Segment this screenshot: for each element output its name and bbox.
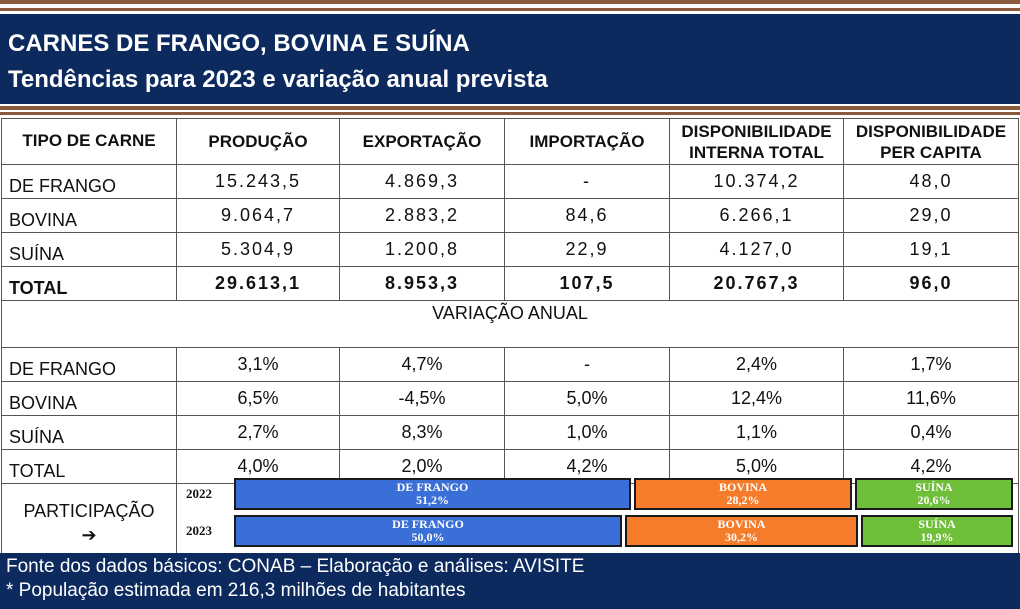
- table-row: DE FRANGO 3,1% 4,7% - 2,4% 1,7%: [1, 347, 1019, 382]
- cell-exportacao: 4,7%: [339, 347, 505, 382]
- cell-importacao: 1,0%: [504, 415, 670, 450]
- cell-exportacao: 8.953,3: [339, 266, 505, 301]
- arrow-right-icon: ➔: [81, 525, 97, 545]
- meat-table: TIPO DE CARNE PRODUÇÃO EXPORTAÇÃO IMPORT…: [1, 118, 1019, 563]
- row-label: SUÍNA: [1, 415, 177, 450]
- top-border-line: [0, 0, 1020, 4]
- bar-segment-pct: 30,2%: [725, 530, 758, 544]
- top-border-line-2: [0, 8, 1020, 11]
- cell-per-capita: 96,0: [843, 266, 1019, 301]
- footer-source: Fonte dos dados básicos: CONAB – Elabora…: [6, 556, 585, 577]
- row-label: TOTAL: [1, 266, 177, 301]
- participacao-label-cell: PARTICIPAÇÃO ➔: [1, 483, 177, 563]
- cell-disp-total: 6.266,1: [669, 198, 844, 233]
- header-border-line: [0, 106, 1020, 110]
- row-label: BOVINA: [1, 198, 177, 233]
- cell-producao: 29.613,1: [176, 266, 340, 301]
- cell-producao: 6,5%: [176, 381, 340, 416]
- cell-disp-total: 4.127,0: [669, 232, 844, 267]
- header-border-line-2: [0, 112, 1020, 115]
- table-row: BOVINA 6,5% -4,5% 5,0% 12,4% 11,6%: [1, 381, 1019, 416]
- cell-per-capita: 19,1: [843, 232, 1019, 267]
- year-label-2022: 2022: [186, 486, 212, 501]
- footer: Fonte dos dados básicos: CONAB – Elabora…: [0, 553, 1020, 609]
- variacao-title: VARIAÇÃO ANUAL: [1, 300, 1019, 348]
- col-header-disp-total-line2: INTERNA TOTAL: [689, 142, 824, 162]
- col-header-per-capita-line2: PER CAPITA: [880, 142, 982, 162]
- bar-segment-pct: 51,2%: [416, 493, 449, 507]
- row-label: DE FRANGO: [1, 347, 177, 382]
- bar-segment-name: SUÍNA: [915, 480, 953, 494]
- col-header-disp-total-line1: DISPONIBILIDADE: [681, 121, 832, 141]
- row-label: DE FRANGO: [1, 164, 177, 199]
- cell-importacao: -: [504, 347, 670, 382]
- cell-producao: 9.064,7: [176, 198, 340, 233]
- cell-exportacao: 4.869,3: [339, 164, 505, 199]
- cell-importacao: 22,9: [504, 232, 670, 267]
- page-subtitle: Tendências para 2023 e variação anual pr…: [8, 66, 548, 93]
- bar-segment-frango-2023: DE FRANGO 50,0%: [234, 515, 622, 547]
- table-row: BOVINA 9.064,7 2.883,2 84,6 6.266,1 29,0: [1, 198, 1019, 233]
- cell-importacao: 84,6: [504, 198, 670, 233]
- cell-disp-total: 2,4%: [669, 347, 844, 382]
- cell-per-capita: 0,4%: [843, 415, 1019, 450]
- col-header-importacao: IMPORTAÇÃO: [504, 118, 670, 165]
- table-row: SUÍNA 5.304,9 1.200,8 22,9 4.127,0 19,1: [1, 232, 1019, 267]
- cell-disp-total: 1,1%: [669, 415, 844, 450]
- table-row-total: TOTAL 29.613,1 8.953,3 107,5 20.767,3 96…: [1, 266, 1019, 301]
- bar-segment-suina-2022: SUÍNA 20,6%: [855, 478, 1013, 510]
- bar-segment-suina-2023: SUÍNA 19,9%: [861, 515, 1013, 547]
- participacao-label: PARTICIPAÇÃO: [23, 501, 155, 521]
- cell-per-capita: 11,6%: [843, 381, 1019, 416]
- title-banner: CARNES DE FRANGO, BOVINA E SUÍNA Tendênc…: [0, 14, 1020, 104]
- cell-exportacao: 2.883,2: [339, 198, 505, 233]
- col-header-per-capita-line1: DISPONIBILIDADE: [855, 121, 1007, 141]
- bar-segment-name: DE FRANGO: [396, 480, 469, 494]
- bar-segment-pct: 50,0%: [411, 530, 445, 544]
- cell-exportacao: 1.200,8: [339, 232, 505, 267]
- bar-segment-pct: 28,2%: [726, 493, 760, 507]
- footer-note: * População estimada em 216,3 milhões de…: [6, 580, 466, 601]
- row-label: BOVINA: [1, 381, 177, 416]
- bar-segment-bovina-2023: BOVINA 30,2%: [625, 515, 858, 547]
- cell-disp-total: 20.767,3: [669, 266, 844, 301]
- bar-segment-name: DE FRANGO: [392, 517, 464, 531]
- col-header-disp-total: DISPONIBILIDADE INTERNA TOTAL: [669, 118, 844, 165]
- participacao-bars: 2022 2023 DE FRANGO 51,2% BOVINA 28,2% SUÍNA…: [176, 476, 1018, 550]
- cell-per-capita: 48,0: [843, 164, 1019, 199]
- row-label: SUÍNA: [1, 232, 177, 267]
- cell-importacao: 5,0%: [504, 381, 670, 416]
- cell-producao: 2,7%: [176, 415, 340, 450]
- variacao-title-row: VARIAÇÃO ANUAL: [1, 300, 1019, 348]
- bar-segment-bovina-2022: BOVINA 28,2%: [634, 478, 852, 510]
- row-label: TOTAL: [1, 449, 177, 484]
- cell-producao: 15.243,5: [176, 164, 340, 199]
- col-header-exportacao: EXPORTAÇÃO: [339, 118, 505, 165]
- cell-importacao: -: [504, 164, 670, 199]
- table-row: DE FRANGO 15.243,5 4.869,3 - 10.374,2 48…: [1, 164, 1019, 199]
- cell-disp-total: 12,4%: [669, 381, 844, 416]
- page-title: CARNES DE FRANGO, BOVINA E SUÍNA: [8, 30, 470, 57]
- bar-segment-frango-2022: DE FRANGO 51,2%: [234, 478, 631, 510]
- col-header-producao: PRODUÇÃO: [176, 118, 340, 165]
- bar-segment-name: SUÍNA: [918, 517, 956, 531]
- bar-segment-name: BOVINA: [717, 517, 766, 531]
- bar-segment-name: BOVINA: [718, 480, 767, 494]
- table-header-row: TIPO DE CARNE PRODUÇÃO EXPORTAÇÃO IMPORT…: [1, 118, 1019, 165]
- cell-disp-total: 10.374,2: [669, 164, 844, 199]
- bar-segment-pct: 20,6%: [917, 493, 951, 507]
- year-label-2023: 2023: [186, 523, 212, 538]
- cell-exportacao-negative: -4,5%: [339, 381, 505, 416]
- cell-per-capita: 1,7%: [843, 347, 1019, 382]
- cell-producao: 3,1%: [176, 347, 340, 382]
- bar-segment-pct: 19,9%: [920, 530, 954, 544]
- cell-producao: 5.304,9: [176, 232, 340, 267]
- cell-per-capita: 29,0: [843, 198, 1019, 233]
- cell-exportacao: 8,3%: [339, 415, 505, 450]
- col-header-tipo: TIPO DE CARNE: [1, 118, 177, 165]
- col-header-per-capita: DISPONIBILIDADE PER CAPITA: [843, 118, 1019, 165]
- table-row: SUÍNA 2,7% 8,3% 1,0% 1,1% 0,4%: [1, 415, 1019, 450]
- cell-importacao: 107,5: [504, 266, 670, 301]
